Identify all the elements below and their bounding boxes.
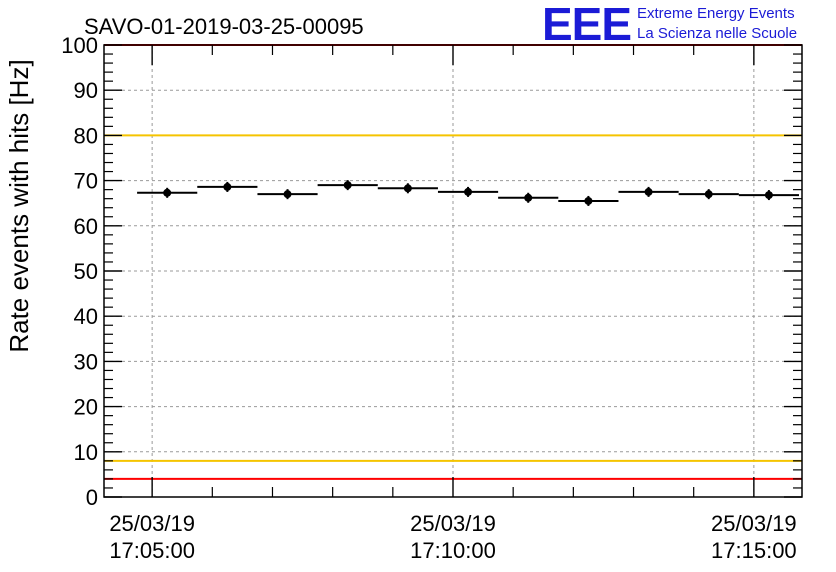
chart-title: SAVO-01-2019-03-25-00095 [84,14,364,39]
y-tick-label: 50 [74,259,98,284]
data-points [137,180,799,206]
data-point-group [197,181,258,192]
data-point-group [317,180,378,191]
data-point-group [498,192,559,203]
data-point [464,187,473,196]
data-point-group [678,189,739,200]
data-point-group [257,189,318,200]
logo-line-1: Extreme Energy Events [637,5,795,22]
y-tick-label: 0 [86,485,98,510]
data-point [764,191,773,200]
eee-logo: EEE Extreme Energy Events La Scienza nel… [542,0,797,50]
y-tick-label: 70 [74,169,98,194]
y-tick-label: 90 [74,78,98,103]
y-tick-label: 10 [74,440,98,465]
x-tick-time: 17:10:00 [410,538,496,563]
y-tick-label: 30 [74,349,98,374]
data-point [403,184,412,193]
x-tick-time: 17:05:00 [109,538,195,563]
data-point [524,193,533,202]
logo-line-2: La Scienza nelle Scuole [637,25,797,42]
grid-layer [104,45,802,497]
data-point-group [137,187,198,198]
y-axis-label: Rate events with hits [Hz] [4,59,34,352]
x-tick-date: 25/03/19 [711,511,797,536]
data-point [343,181,352,190]
y-tick-label: 20 [74,395,98,420]
data-point [704,190,713,199]
data-point [163,188,172,197]
x-tick-time: 17:15:00 [711,538,797,563]
data-point-group [558,195,619,206]
data-point-group [738,190,799,201]
data-point [584,196,593,205]
data-point-group [377,183,438,194]
x-tick-date: 25/03/19 [410,511,496,536]
y-tick-label: 60 [74,214,98,239]
y-tick-label: 80 [74,123,98,148]
axis-ticks: 010203040506070809010025/03/1917:05:0025… [61,33,802,563]
data-point [283,190,292,199]
y-tick-label: 40 [74,304,98,329]
x-tick-date: 25/03/19 [109,511,195,536]
data-point [644,187,653,196]
data-point-group [437,186,499,197]
data-point-group [618,186,679,197]
logo-letters: EEE [542,0,631,50]
data-point [223,182,232,191]
y-tick-label: 100 [61,33,98,58]
